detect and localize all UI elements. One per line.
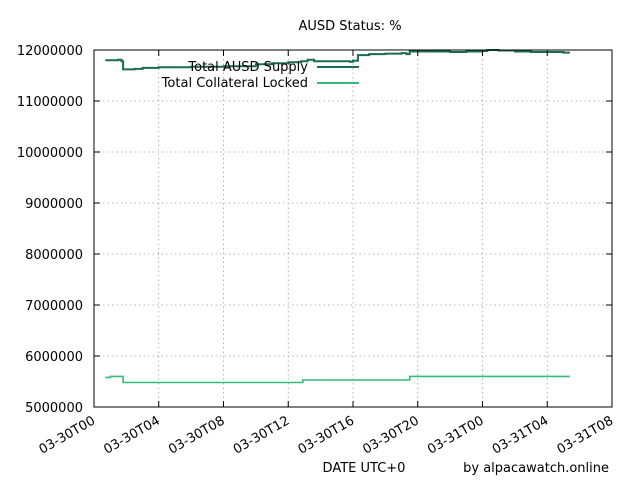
legend-label: Total Collateral Locked: [161, 76, 308, 91]
plot-border: [93, 49, 613, 408]
credit-label: by alpacawatch.online: [463, 461, 609, 476]
x-tick-label: 03-30T16: [296, 413, 357, 457]
x-tick-label: 03-30T12: [231, 413, 292, 457]
x-tick-label: 03-30T00: [37, 413, 98, 457]
y-tick-label: 11000000: [17, 95, 83, 110]
x-tick-label: 03-31T00: [425, 413, 486, 457]
grid: [94, 50, 612, 407]
series-line-ausd-supply: [105, 49, 570, 71]
series-line-collateral-locked: [105, 375, 570, 384]
y-tick-label: 7000000: [25, 299, 83, 314]
series-layer: [105, 49, 570, 384]
y-tick-label: 8000000: [25, 248, 83, 263]
y-tick-label: 6000000: [25, 350, 83, 365]
x-axis-label: DATE UTC+0: [323, 461, 406, 476]
x-ticks: 03-30T00 03-30T04 03-30T08 03-30T12 03-30T16…: [37, 50, 616, 458]
x-tick-label: 03-30T04: [101, 413, 162, 457]
x-tick-label: 03-30T08: [166, 413, 227, 457]
y-tick-label: 5000000: [25, 401, 83, 416]
y-tick-label: 12000000: [17, 44, 83, 59]
y-tick-label: 9000000: [25, 197, 83, 212]
x-tick-label: 03-31T04: [490, 413, 551, 457]
legend-label: Total AUSD Supply: [187, 60, 308, 75]
x-tick-label: 03-31T08: [555, 413, 616, 457]
y-tick-label: 10000000: [17, 146, 83, 161]
y-ticks: 5000000 6000000 7000000 8000000 9000000 10000…: [17, 44, 612, 416]
chart-title: AUSD Status: %: [298, 19, 401, 34]
x-tick-label: 03-30T20: [360, 413, 421, 457]
